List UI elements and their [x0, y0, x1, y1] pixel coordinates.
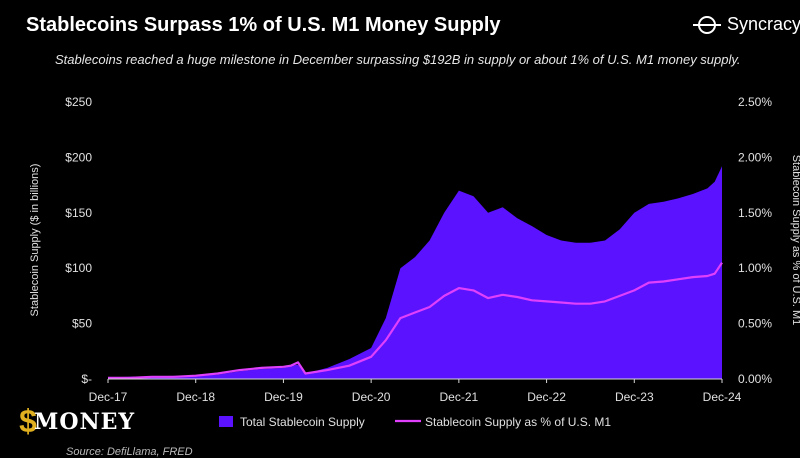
watermark-logo: $ MONEY	[2, 404, 135, 440]
legend-label-line: Stablecoin Supply as % of U.S. M1	[425, 415, 611, 429]
watermark-text: MONEY	[34, 409, 136, 435]
y-right-tick-label: 1.00%	[738, 261, 772, 275]
chart-subtitle: Stablecoins reached a huge milestone in …	[55, 52, 741, 67]
dollar-sign-icon: $	[19, 404, 37, 439]
y-left-tick-label: $-	[81, 372, 92, 386]
y-right-tick-label: 1.50%	[738, 206, 772, 220]
svg-text:$: $	[19, 404, 37, 439]
x-tick-label: Dec-17	[89, 390, 128, 404]
brand-logo: Syncracy	[693, 14, 800, 35]
y-left-tick-label: $150	[65, 206, 92, 220]
y-right-tick-label: 2.00%	[738, 150, 772, 164]
y-left-tick-label: $200	[65, 150, 92, 164]
x-tick-label: Dec-18	[176, 390, 215, 404]
y-left-axis-title: Stablecoin Supply ($ in billions)	[29, 164, 41, 317]
y-right-tick-label: 0.50%	[738, 317, 772, 331]
y-right-tick-label: 2.50%	[738, 95, 772, 109]
area-series-total-stablecoin-supply	[108, 166, 722, 379]
source-note: Source: DefiLlama, FRED	[66, 446, 193, 458]
x-tick-label: Dec-23	[615, 390, 654, 404]
x-tick-label: Dec-19	[264, 390, 303, 404]
legend-swatch-area	[219, 416, 233, 427]
y-left-tick-label: $50	[72, 317, 92, 331]
x-tick-label: Dec-22	[527, 390, 566, 404]
x-tick-label: Dec-24	[703, 390, 742, 404]
y-left-tick-label: $250	[65, 95, 92, 109]
brand-name: Syncracy	[727, 14, 800, 34]
x-tick-label: Dec-20	[352, 390, 391, 404]
y-left-tick-label: $100	[65, 261, 92, 275]
legend-label-area: Total Stablecoin Supply	[240, 415, 365, 429]
x-tick-label: Dec-21	[440, 390, 479, 404]
chart-title: Stablecoins Surpass 1% of U.S. M1 Money …	[26, 14, 501, 36]
y-right-axis-title: Stablecoin Supply as % of U.S. M1	[790, 155, 800, 326]
brand-icon	[693, 15, 721, 34]
line-series-stablecoin-pct-m1	[108, 262, 723, 379]
y-right-tick-label: 0.00%	[738, 372, 772, 386]
